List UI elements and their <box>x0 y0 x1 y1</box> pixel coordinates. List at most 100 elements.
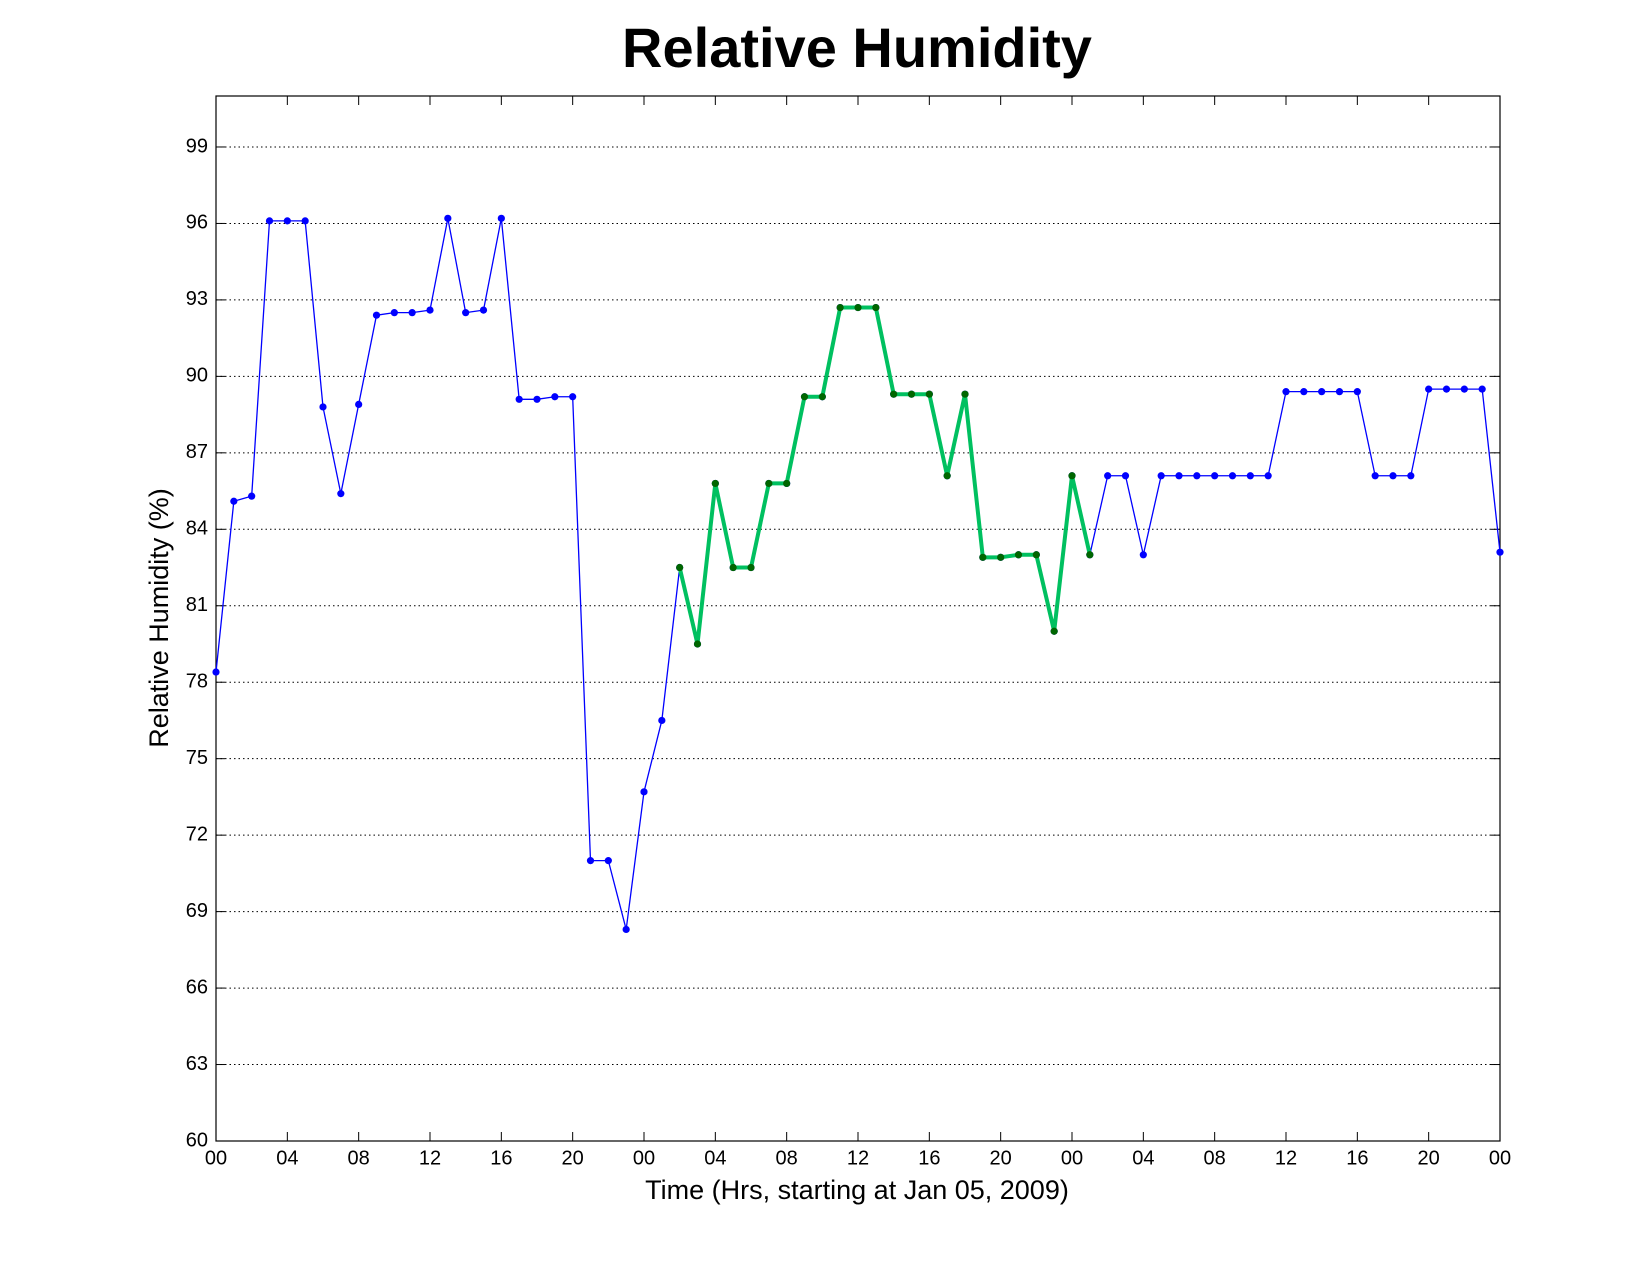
data-point <box>319 403 327 411</box>
data-point <box>497 214 505 222</box>
x-tick-label: 20 <box>1418 1147 1440 1169</box>
data-point <box>622 925 630 934</box>
data-point <box>372 311 381 319</box>
x-tick-label: 16 <box>490 1147 512 1169</box>
x-tick-label: 08 <box>348 1147 370 1169</box>
data-point <box>1478 385 1486 393</box>
y-tick-label: 93 <box>186 288 208 310</box>
data-point <box>212 668 220 676</box>
data-point <box>1264 472 1272 480</box>
data-point <box>265 217 274 225</box>
data-point <box>1246 472 1254 480</box>
x-tick-label: 00 <box>1061 1147 1083 1169</box>
data-point <box>907 390 916 398</box>
data-point <box>337 490 345 498</box>
y-tick-label: 78 <box>186 671 208 693</box>
data-point <box>479 306 488 314</box>
data-point <box>1211 472 1219 480</box>
data-point <box>444 214 452 222</box>
data-point <box>1371 472 1379 480</box>
y-tick-label: 69 <box>186 900 208 922</box>
data-point <box>1050 627 1058 635</box>
data-point <box>390 309 398 317</box>
data-point <box>765 479 773 488</box>
data-point <box>1121 472 1130 480</box>
x-tick-label: 04 <box>276 1147 298 1169</box>
x-tick-label: 04 <box>1132 1147 1154 1169</box>
y-tick-label: 72 <box>186 823 208 845</box>
y-tick-label: 63 <box>186 1053 208 1075</box>
data-point <box>1460 385 1468 393</box>
data-point <box>711 479 719 488</box>
data-point <box>1496 548 1504 556</box>
data-point <box>1032 551 1040 559</box>
data-point <box>248 492 256 500</box>
data-point <box>836 303 844 312</box>
data-point <box>890 390 898 398</box>
data-point <box>1282 388 1290 396</box>
data-point <box>301 217 309 225</box>
data-point <box>1139 551 1147 559</box>
data-point <box>462 309 470 317</box>
data-point <box>658 716 666 725</box>
y-tick-label: 96 <box>186 212 208 234</box>
y-axis-label: Relative Humidity (%) <box>144 488 174 748</box>
data-point <box>355 400 363 409</box>
x-tick-label: 12 <box>1275 1147 1297 1169</box>
data-point <box>1442 385 1451 393</box>
y-tick-label: 99 <box>186 135 208 157</box>
y-tick-label: 75 <box>186 747 208 769</box>
data-point <box>979 553 987 561</box>
data-point <box>1014 551 1023 559</box>
x-tick-label: 00 <box>1489 1147 1511 1169</box>
x-tick-label: 00 <box>205 1147 227 1169</box>
data-point <box>230 497 238 505</box>
data-point <box>693 640 702 648</box>
data-point <box>943 472 951 480</box>
data-point <box>1318 388 1326 396</box>
x-tick-label: 08 <box>1204 1147 1226 1169</box>
data-point <box>586 857 595 865</box>
x-tick-label: 20 <box>562 1147 584 1169</box>
x-tick-label: 04 <box>704 1147 726 1169</box>
data-point <box>676 563 684 572</box>
y-tick-label: 60 <box>186 1129 208 1151</box>
y-tick-label: 81 <box>186 594 208 616</box>
x-tick-label: 08 <box>776 1147 798 1169</box>
data-point <box>569 393 577 401</box>
x-tick-label: 12 <box>419 1147 441 1169</box>
x-axis-label: Time (Hrs, starting at Jan 05, 2009) <box>645 1175 1069 1205</box>
x-tick-label: 00 <box>633 1147 655 1169</box>
data-point <box>515 395 523 403</box>
y-tick-label: 66 <box>186 976 208 998</box>
data-point <box>1086 551 1094 559</box>
x-tick-label: 12 <box>847 1147 869 1169</box>
data-point <box>729 563 737 572</box>
data-point <box>872 303 880 312</box>
series-line <box>677 305 1092 646</box>
data-point <box>925 390 933 398</box>
x-tick-label: 16 <box>918 1147 940 1169</box>
plot-frame <box>215 95 1501 1142</box>
data-point <box>551 393 559 401</box>
data-point <box>1335 388 1344 396</box>
data-point <box>1407 472 1415 480</box>
data-point <box>426 306 434 314</box>
data-point <box>1389 472 1397 480</box>
data-point <box>283 217 291 225</box>
data-point <box>997 553 1005 561</box>
x-tick-label: 20 <box>990 1147 1012 1169</box>
y-tick-label: 87 <box>186 441 208 463</box>
data-point <box>533 395 541 403</box>
data-point <box>1300 388 1308 396</box>
series-line <box>215 217 1501 931</box>
data-point <box>1157 472 1165 480</box>
data-point <box>1193 472 1201 480</box>
data-point <box>1353 388 1361 396</box>
data-point <box>747 563 755 572</box>
data-point <box>604 857 612 865</box>
y-tick-label: 90 <box>186 365 208 387</box>
data-point <box>783 479 791 488</box>
